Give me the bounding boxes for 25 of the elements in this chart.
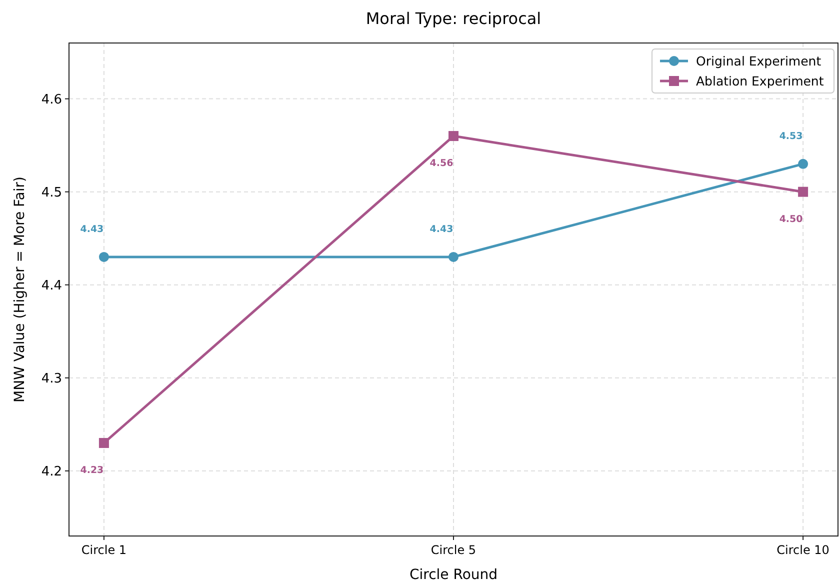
data-label: 4.50 bbox=[779, 214, 804, 225]
data-label: 4.43 bbox=[80, 224, 104, 235]
y-tick-label: 4.4 bbox=[41, 278, 62, 294]
legend-label: Original Experiment bbox=[696, 53, 822, 68]
point bbox=[448, 252, 458, 262]
x-tick-label: Circle 1 bbox=[81, 543, 127, 557]
point bbox=[448, 131, 458, 142]
data-label: 4.23 bbox=[80, 464, 104, 476]
y-tick-label: 4.2 bbox=[41, 464, 62, 480]
x-axis-title: Circle Round bbox=[409, 567, 498, 583]
point bbox=[798, 158, 808, 169]
x-tick-label: Circle 10 bbox=[776, 543, 830, 557]
y-tick-label: 4.6 bbox=[41, 92, 62, 108]
point bbox=[98, 252, 109, 262]
y-tick-label: 4.3 bbox=[41, 371, 62, 386]
data-label: 4.43 bbox=[430, 224, 454, 235]
y-axis-title: MNW Value (Higher = More Fair) bbox=[12, 176, 28, 402]
data-label: 4.56 bbox=[430, 158, 454, 170]
x-tick-label: Circle 5 bbox=[430, 543, 476, 557]
point bbox=[798, 186, 808, 197]
data-label: 4.53 bbox=[779, 130, 803, 142]
legend-label: Ablation Experiment bbox=[696, 73, 824, 88]
chart-title: Moral Type: reciprocal bbox=[366, 9, 542, 28]
point bbox=[98, 438, 109, 448]
y-tick-label: 4.5 bbox=[41, 185, 62, 200]
